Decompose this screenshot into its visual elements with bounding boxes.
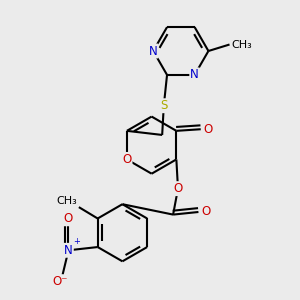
Text: O⁻: O⁻ — [52, 275, 68, 288]
Text: S: S — [160, 99, 167, 112]
Text: O: O — [64, 212, 73, 225]
Text: CH₃: CH₃ — [56, 196, 77, 206]
Text: N: N — [64, 244, 73, 257]
Text: O: O — [203, 123, 212, 136]
Text: O: O — [201, 206, 210, 218]
Text: O: O — [122, 153, 131, 166]
Text: +: + — [73, 238, 80, 247]
Text: O: O — [173, 182, 183, 195]
Text: N: N — [190, 68, 199, 81]
Text: CH₃: CH₃ — [231, 40, 252, 50]
Text: N: N — [149, 44, 158, 58]
